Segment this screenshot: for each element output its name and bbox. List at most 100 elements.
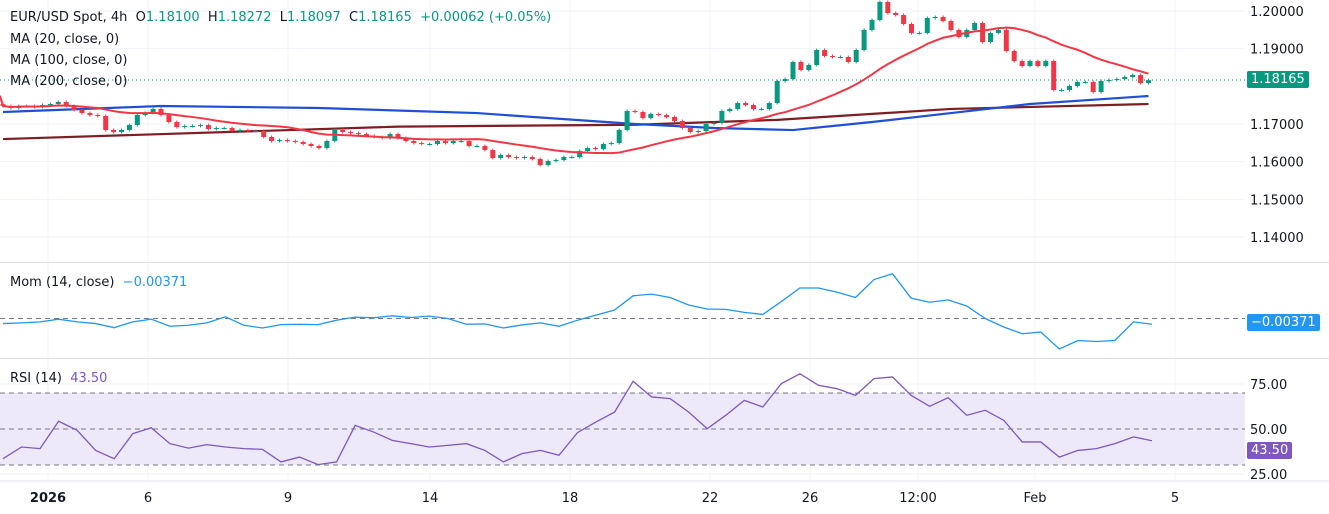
candle-body	[348, 132, 354, 134]
candle-body	[427, 144, 433, 146]
momentum-legend[interactable]: Mom (14, close) −0.00371	[10, 275, 188, 290]
ma100-legend[interactable]: MA (100, close, 0)	[10, 53, 128, 68]
price-tick-label: 1.16000	[1250, 156, 1304, 171]
candle-body	[87, 113, 93, 116]
candle-body	[640, 112, 646, 119]
candle-body	[111, 129, 117, 133]
candle-body	[711, 123, 717, 125]
candle-body	[411, 141, 417, 144]
close-value: 1.18165	[358, 10, 412, 25]
candle-body	[695, 131, 701, 133]
candle-body	[387, 134, 393, 139]
candle-body	[245, 129, 251, 132]
candle-body	[498, 155, 504, 159]
candle-body	[1074, 82, 1080, 87]
candle-body	[213, 128, 219, 130]
candle-body	[790, 62, 796, 79]
rsi-legend[interactable]: RSI (14) 43.50	[10, 371, 108, 386]
candle-body	[656, 114, 662, 116]
momentum-tag: −0.00371	[1247, 314, 1320, 331]
candle-body	[190, 126, 196, 128]
time-tick-label: 9	[284, 491, 292, 506]
candle-body	[103, 116, 109, 130]
candle-body	[727, 109, 733, 112]
candle-body	[419, 143, 425, 145]
candle-body	[1146, 80, 1151, 84]
rsi-path	[2, 372, 1153, 466]
candle-body	[442, 141, 448, 144]
time-axis[interactable]: 2026 6 9 14 18 22 26 12:00 Feb 5	[30, 491, 1179, 506]
candle-body	[1090, 82, 1096, 93]
candle-body	[766, 103, 772, 110]
candle-body	[679, 120, 685, 129]
candle-body	[261, 131, 267, 138]
candle-body	[55, 102, 61, 105]
candle-body	[1082, 82, 1088, 84]
time-tick-label: 22	[702, 491, 719, 506]
candle-body	[751, 105, 756, 110]
candle-body	[300, 142, 306, 145]
time-tick-label: 12:00	[899, 491, 936, 506]
candle-body	[514, 157, 519, 159]
ma100-path	[2, 94, 1149, 132]
candle-body	[814, 49, 820, 66]
candle-body	[490, 150, 496, 159]
candle-body	[901, 14, 907, 24]
rsi-value: 43.50	[70, 371, 108, 386]
candle-body	[174, 122, 180, 128]
candle-body	[284, 140, 290, 142]
time-tick-label: 5	[1171, 491, 1179, 506]
candle-body	[561, 157, 567, 161]
candle-body	[95, 115, 101, 117]
price-tick-label: 1.14000	[1250, 231, 1304, 246]
candle-body	[1059, 89, 1065, 91]
candle-body	[458, 141, 464, 143]
rsi-axis[interactable]: 75.00 50.00 25.00	[1250, 378, 1287, 483]
candle-body	[150, 109, 156, 114]
time-tick-label: 6	[144, 491, 152, 506]
candle-body	[1098, 81, 1104, 93]
candle-body	[624, 111, 630, 130]
candle-body	[182, 126, 188, 128]
candle-body	[1130, 75, 1136, 77]
candle-body	[356, 133, 361, 135]
candle-body	[703, 124, 709, 132]
ma20-legend[interactable]: MA (20, close, 0)	[10, 32, 120, 47]
candle-body	[450, 141, 456, 144]
candle-body	[63, 102, 69, 107]
candle-body	[1019, 61, 1025, 66]
candle-body	[837, 56, 843, 58]
rsi-line	[2, 372, 1153, 466]
candle-body	[47, 104, 53, 106]
candle-body	[916, 32, 922, 34]
candle-body	[126, 125, 132, 130]
candle-body	[529, 157, 535, 160]
candle-body	[585, 148, 591, 152]
candle-body	[845, 56, 851, 63]
time-tick-label: Feb	[1023, 491, 1046, 506]
candle-body	[616, 129, 622, 144]
candle-body	[537, 159, 543, 166]
ma200-legend[interactable]: MA (200, close, 0)	[10, 74, 128, 89]
candle-body	[774, 81, 780, 104]
low-value: 1.18097	[286, 10, 341, 25]
price-axis[interactable]: 1.20000 1.19000 1.17000 1.16000 1.15000 1.140…	[1250, 5, 1304, 246]
candle-body	[1035, 61, 1041, 66]
candle-body	[269, 137, 275, 142]
candle-body	[316, 146, 322, 149]
candle-body	[308, 144, 314, 147]
time-tick-label: 26	[802, 491, 819, 506]
rsi-tick-label: 25.00	[1250, 468, 1287, 483]
candle-body	[403, 138, 409, 142]
candle-body	[687, 128, 693, 133]
candle-body	[1122, 76, 1128, 79]
candle-body	[593, 148, 598, 150]
symbol-title[interactable]: EUR/USD Spot, 4h	[10, 10, 128, 25]
candle-body	[521, 157, 527, 159]
candle-body	[1067, 86, 1072, 90]
candle-body	[632, 111, 638, 113]
candles	[0, 0, 1151, 167]
candle-body	[988, 32, 993, 43]
candle-body	[340, 129, 346, 133]
